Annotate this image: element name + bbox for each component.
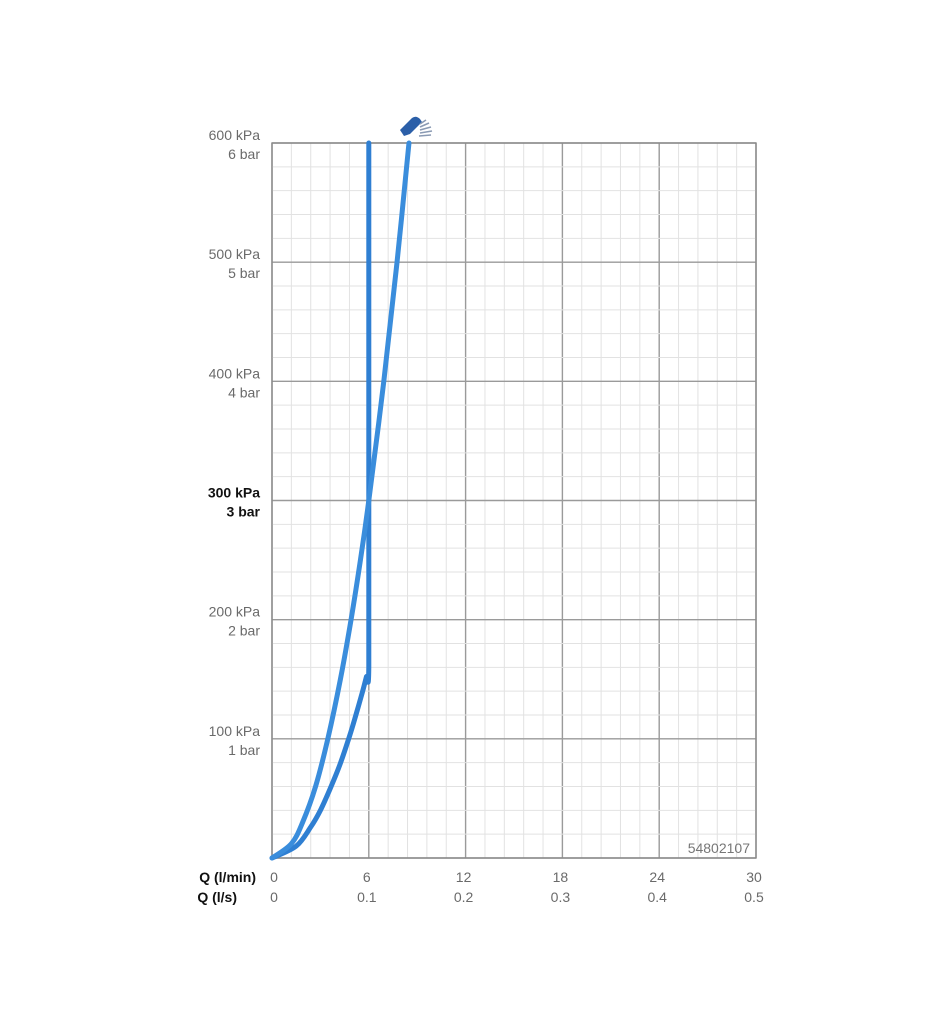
y-tick-kpa: 400 kPa	[209, 365, 261, 381]
product-code: 54802107	[688, 840, 751, 856]
x-tick-ls: 0.4	[647, 889, 667, 905]
x-tick-ls: 0.1	[357, 889, 377, 905]
y-tick-kpa: 100 kPa	[209, 723, 261, 739]
x-tick-lmin: 24	[649, 869, 665, 885]
y-tick-kpa: 200 kPa	[209, 604, 261, 620]
x-tick-lmin: 0	[270, 869, 278, 885]
y-tick-bar: 1 bar	[228, 742, 260, 758]
y-tick-kpa: 500 kPa	[209, 246, 261, 262]
plot-frame	[271, 142, 757, 859]
x-axis-label-ls: Q (l/s)	[197, 889, 237, 905]
x-tick-ls: 0	[270, 889, 278, 905]
series-line-shower	[269, 140, 412, 861]
y-tick-kpa: 600 kPa	[209, 127, 261, 143]
x-tick-ls: 0.2	[454, 889, 474, 905]
x-tick-lmin: 30	[746, 869, 762, 885]
x-tick-ls: 0.5	[744, 889, 764, 905]
y-tick-kpa: 300 kPa	[208, 485, 260, 501]
shower-head-icon	[400, 116, 433, 137]
x-axis-ticks: 0 0 6 0.1 12 0.2 18 0.3 24 0.4 30 0.5	[270, 869, 764, 905]
y-tick-bar: 3 bar	[227, 504, 261, 520]
y-tick-bar: 5 bar	[228, 265, 260, 281]
x-axis-label-lmin: Q (l/min)	[199, 869, 256, 885]
x-tick-lmin: 18	[553, 869, 569, 885]
y-tick-bar: 4 bar	[228, 384, 260, 400]
y-tick-bar: 2 bar	[228, 623, 260, 639]
y-axis-ticks: 100 kPa 1 bar 200 kPa 2 bar 300 kPa 3 bar 400 …	[208, 127, 261, 758]
x-tick-ls: 0.3	[551, 889, 571, 905]
series-lines	[269, 140, 412, 861]
y-tick-bar: 6 bar	[228, 146, 260, 162]
series-line-flow-limited	[269, 140, 372, 861]
x-tick-lmin: 6	[363, 869, 371, 885]
x-tick-lmin: 12	[456, 869, 472, 885]
